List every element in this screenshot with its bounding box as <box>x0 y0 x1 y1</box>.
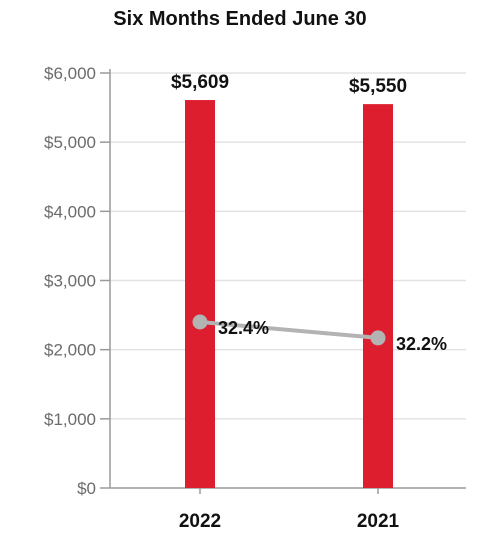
y-tick-label: $1,000 <box>44 410 96 429</box>
y-tick-label: $0 <box>77 479 96 498</box>
line-value-label: 32.2% <box>396 334 447 354</box>
y-tick-label: $4,000 <box>44 202 96 221</box>
y-tick-label: $3,000 <box>44 272 96 291</box>
y-tick-label: $5,000 <box>44 133 96 152</box>
bar <box>363 104 393 488</box>
x-category-label: 2022 <box>179 511 221 532</box>
x-category-label: 2021 <box>357 511 400 532</box>
bar-value-label: $5,609 <box>171 72 229 93</box>
line-value-label: 32.4% <box>218 318 269 338</box>
chart-title: Six Months Ended June 30 <box>113 8 367 30</box>
y-tick-label: $2,000 <box>44 341 96 360</box>
bar-value-label: $5,550 <box>349 76 407 97</box>
line-series <box>199 320 379 340</box>
line-point <box>370 330 386 346</box>
line-point <box>192 314 208 330</box>
y-tick-label: $6,000 <box>44 64 96 83</box>
bar <box>185 100 215 489</box>
